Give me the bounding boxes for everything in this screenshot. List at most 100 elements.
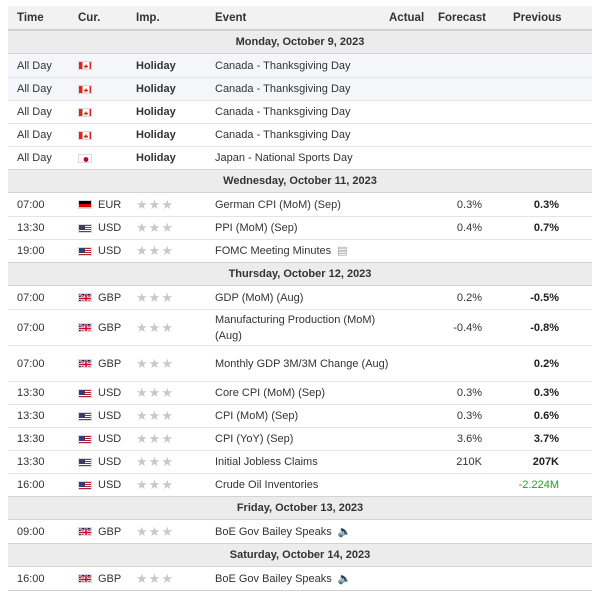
event-previous: -2.224M (518, 479, 559, 491)
event-currency: USD (78, 474, 121, 496)
event-row[interactable]: 16:00 USD ★ ★ ★ Crude Oil Inventories -2.224M (8, 473, 592, 496)
event-row[interactable]: 13:30 USD ★ ★ ★ Initial Jobless Claims 210K 207… (8, 450, 592, 473)
event-name[interactable]: PPI (MoM) (Sep) (215, 217, 395, 239)
event-previous: 0.3% (533, 387, 559, 399)
holiday-label: Holiday (136, 83, 176, 95)
canada-flag-icon (78, 130, 92, 140)
star-icon: ★ (136, 319, 149, 335)
star-icon: ★ (148, 454, 162, 469)
col-importance-header[interactable]: Imp. (136, 12, 160, 24)
event-time: All Day (17, 152, 52, 164)
event-row[interactable]: 16:00 GBP ★ ★ ★ BoE Gov Bailey Speaks 🔈 (8, 567, 592, 590)
event-currency: GBP (78, 346, 121, 381)
event-name[interactable]: CPI (YoY) (Sep) (215, 428, 395, 450)
event-name-text[interactable]: Canada - Thanksgiving Day (215, 106, 351, 118)
event-name[interactable]: Canada - Thanksgiving Day (215, 54, 395, 77)
importance-stars: ★ ★ ★ (136, 405, 174, 427)
event-name[interactable]: Manufacturing Production (MoM) (Aug) (215, 310, 395, 345)
star-icon: ★ (148, 431, 162, 446)
col-time-header[interactable]: Time (17, 12, 44, 24)
event-name-text[interactable]: Manufacturing Production (MoM) (Aug) (215, 313, 376, 342)
currency-code: GBP (98, 525, 122, 538)
event-row[interactable]: 19:00 USD ★ ★ ★ FOMC Meeting Minutes ▤ (8, 239, 592, 262)
event-name-text[interactable]: Canada - Thanksgiving Day (215, 129, 351, 141)
star-icon: ★ (161, 385, 174, 400)
event-name-text[interactable]: German CPI (MoM) (Sep) (215, 198, 341, 211)
event-name-text[interactable]: PPI (MoM) (Sep) (215, 222, 298, 234)
event-row[interactable]: 07:00 GBP ★ ★ ★ GDP (MoM) (Aug) 0.2% -0.5% (8, 286, 592, 309)
event-name[interactable]: Japan - National Sports Day (215, 147, 395, 169)
event-time: All Day (17, 129, 52, 141)
event-previous: 0.6% (533, 410, 559, 422)
event-currency (78, 78, 98, 100)
event-name[interactable]: BoE Gov Bailey Speaks 🔈 (215, 567, 395, 590)
usa-flag-icon (78, 411, 92, 421)
importance-stars: ★ ★ ★ (136, 286, 174, 309)
event-name[interactable]: Monthly GDP 3M/3M Change (Aug) (215, 346, 395, 381)
col-currency-header[interactable]: Cur. (78, 12, 101, 24)
col-actual-header[interactable]: Actual (389, 12, 425, 24)
col-previous-header[interactable]: Previous (513, 12, 562, 24)
event-name-text[interactable]: GDP (MoM) (Aug) (215, 291, 304, 304)
event-name-text[interactable]: CPI (MoM) (Sep) (215, 410, 299, 422)
event-name[interactable]: Canada - Thanksgiving Day (215, 101, 395, 123)
event-name[interactable]: GDP (MoM) (Aug) (215, 286, 395, 309)
event-row[interactable]: 07:00 EUR ★ ★ ★ German CPI (MoM) (Sep) 0.3% 0.3… (8, 193, 592, 216)
event-row[interactable]: 07:00 GBP ★ ★ ★ Monthly GDP 3M/3M Change (Aug… (8, 345, 592, 381)
event-currency (78, 54, 98, 77)
event-time: 16:00 (17, 479, 45, 491)
event-time: 07:00 (17, 198, 45, 211)
event-row[interactable]: 13:30 USD ★ ★ ★ CPI (YoY) (Sep) 3.6% 3.7% (8, 427, 592, 450)
event-name-text[interactable]: Japan - National Sports Day (215, 152, 353, 164)
holiday-label: Holiday (136, 129, 176, 141)
event-row[interactable]: All Day Holiday Japan - National Sports Da… (8, 146, 592, 169)
event-name-text[interactable]: Canada - Thanksgiving Day (215, 59, 351, 72)
star-icon: ★ (148, 570, 162, 586)
event-currency: GBP (78, 567, 121, 590)
star-icon: ★ (136, 477, 149, 492)
event-row[interactable]: 13:30 USD ★ ★ ★ CPI (MoM) (Sep) 0.3% 0.6% (8, 404, 592, 427)
event-forecast: 210K (456, 456, 482, 468)
event-name-text[interactable]: Initial Jobless Claims (215, 456, 318, 468)
event-row[interactable]: All Day Holiday Canada - Thanksgiving Day (8, 123, 592, 146)
event-row[interactable]: 13:30 USD ★ ★ ★ PPI (MoM) (Sep) 0.4% 0.7% (8, 216, 592, 239)
importance-stars: ★ ★ ★ (136, 567, 174, 590)
speaker-icon: 🔈 (337, 572, 352, 585)
star-icon: ★ (148, 523, 162, 539)
event-name[interactable]: Canada - Thanksgiving Day (215, 78, 395, 100)
event-name[interactable]: BoE Gov Bailey Speaks 🔈 (215, 520, 395, 543)
event-name[interactable]: German CPI (MoM) (Sep) (215, 193, 395, 216)
event-name[interactable]: FOMC Meeting Minutes ▤ (215, 240, 395, 262)
col-event-header[interactable]: Event (215, 12, 247, 24)
event-name[interactable]: Core CPI (MoM) (Sep) (215, 382, 395, 404)
event-name-text[interactable]: Crude Oil Inventories (215, 479, 319, 491)
event-name-text[interactable]: FOMC Meeting Minutes (215, 245, 332, 257)
event-name-text[interactable]: CPI (YoY) (Sep) (215, 433, 294, 445)
event-name[interactable]: Canada - Thanksgiving Day (215, 124, 395, 146)
event-name-text[interactable]: Monthly GDP 3M/3M Change (Aug) (215, 357, 389, 370)
uk-flag-icon (78, 527, 92, 536)
event-name[interactable]: CPI (MoM) (Sep) (215, 405, 395, 427)
event-name[interactable]: Initial Jobless Claims (215, 451, 395, 473)
event-row[interactable]: 13:30 USD ★ ★ ★ Core CPI (MoM) (Sep) 0.3% 0.3% (8, 381, 592, 404)
importance-stars: ★ ★ ★ (136, 451, 174, 473)
event-name-text[interactable]: BoE Gov Bailey Speaks (215, 525, 332, 538)
col-forecast-header[interactable]: Forecast (438, 12, 486, 24)
document-icon[interactable]: ▤ (337, 245, 348, 257)
event-currency: GBP (78, 310, 121, 345)
calendar-body: Monday, October 9, 2023 All Day Holiday Can… (8, 30, 592, 590)
event-row[interactable]: All Day Holiday Canada - Thanksgiving Day (8, 54, 592, 77)
usa-flag-icon (78, 223, 92, 233)
event-name-text[interactable]: Canada - Thanksgiving Day (215, 83, 351, 95)
importance-stars: ★ ★ ★ (136, 520, 174, 543)
event-name-text[interactable]: BoE Gov Bailey Speaks (215, 572, 332, 585)
event-time: All Day (17, 83, 52, 95)
star-icon: ★ (148, 289, 162, 305)
event-name-text[interactable]: Core CPI (MoM) (Sep) (215, 387, 326, 399)
event-time: 07:00 (17, 357, 45, 370)
event-name[interactable]: Crude Oil Inventories (215, 474, 395, 496)
event-row[interactable]: 09:00 GBP ★ ★ ★ BoE Gov Bailey Speaks 🔈 (8, 520, 592, 543)
event-row[interactable]: All Day Holiday Canada - Thanksgiving Day (8, 77, 592, 100)
event-row[interactable]: All Day Holiday Canada - Thanksgiving Day (8, 100, 592, 123)
event-row[interactable]: 07:00 GBP ★ ★ ★ Manufacturing Production (MoM… (8, 309, 592, 345)
